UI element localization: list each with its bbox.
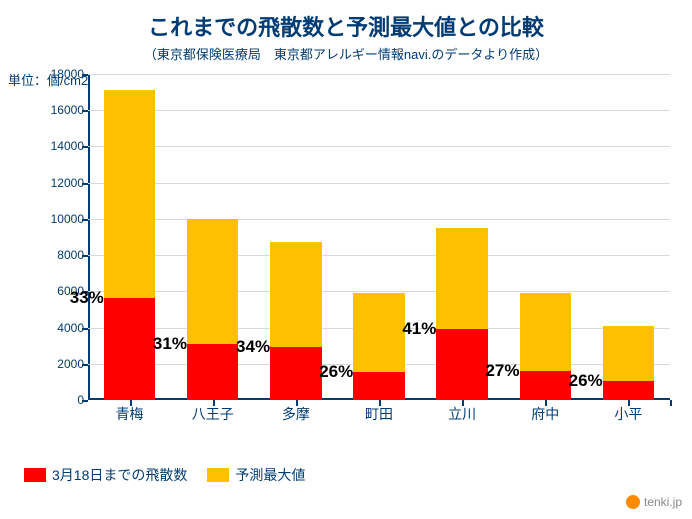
y-tick-label: 0: [40, 393, 84, 407]
bar-actual: [270, 347, 322, 400]
bar-forecast: [436, 228, 488, 329]
bar-forecast: [187, 219, 239, 344]
bar-actual: [187, 344, 239, 400]
data-label: 27%: [485, 361, 519, 381]
gridline: [88, 110, 670, 111]
y-tick-label: 12000: [40, 176, 84, 190]
chart-title: これまでの飛散数と予測最大値との比較: [0, 0, 692, 42]
bar-forecast: [270, 242, 322, 346]
y-tick-label: 4000: [40, 321, 84, 335]
data-label: 33%: [70, 288, 104, 308]
bar-actual: [520, 371, 572, 400]
x-tick-label: 八王子: [192, 404, 234, 424]
y-tick-label: 14000: [40, 139, 84, 153]
x-tick-label: 府中: [531, 404, 559, 424]
gridline: [88, 74, 670, 75]
legend-swatch-forecast: [207, 468, 229, 482]
x-tick-label: 小平: [614, 404, 642, 424]
logo-text: tenki.jp: [644, 495, 682, 509]
data-label: 31%: [153, 334, 187, 354]
x-tick-mark: [670, 400, 672, 406]
gridline: [88, 255, 670, 256]
bar-forecast: [104, 90, 156, 297]
gridline: [88, 146, 670, 147]
y-tick-label: 2000: [40, 357, 84, 371]
bar-actual: [104, 298, 156, 400]
y-axis: [88, 74, 90, 400]
x-tick-label: 青梅: [116, 404, 144, 424]
legend-swatch-actual: [24, 468, 46, 482]
data-label: 26%: [319, 362, 353, 382]
x-tick-label: 多摩: [282, 404, 310, 424]
gridline: [88, 219, 670, 220]
legend-label-forecast: 予測最大値: [235, 465, 305, 485]
bar-actual: [603, 381, 655, 400]
legend-item-actual: 3月18日までの飛散数: [24, 465, 187, 485]
y-tick-label: 8000: [40, 248, 84, 262]
bar-forecast: [603, 326, 655, 381]
legend-label-actual: 3月18日までの飛散数: [52, 465, 187, 485]
plot: 0200040006000800010000120001400016000180…: [88, 74, 670, 400]
x-tick-label: 町田: [365, 404, 393, 424]
source-logo: tenki.jp: [626, 495, 682, 509]
data-label: 34%: [236, 337, 270, 357]
bar-actual: [353, 372, 405, 400]
legend-item-forecast: 予測最大値: [207, 465, 305, 485]
data-label: 26%: [569, 371, 603, 391]
y-tick-label: 10000: [40, 212, 84, 226]
y-tick-label: 16000: [40, 103, 84, 117]
bar-forecast: [353, 293, 405, 372]
bar-forecast: [520, 293, 572, 371]
y-tick-label: 18000: [40, 67, 84, 81]
data-label: 41%: [402, 319, 436, 339]
chart-subtitle: （東京都保険医療局 東京都アレルギー情報navi.のデータより作成）: [0, 42, 692, 63]
legend: 3月18日までの飛散数 予測最大値: [24, 465, 305, 485]
bar-actual: [436, 329, 488, 400]
sun-icon: [626, 495, 640, 509]
x-tick-label: 立川: [448, 404, 476, 424]
plot-area: 0200040006000800010000120001400016000180…: [50, 74, 670, 420]
gridline: [88, 183, 670, 184]
